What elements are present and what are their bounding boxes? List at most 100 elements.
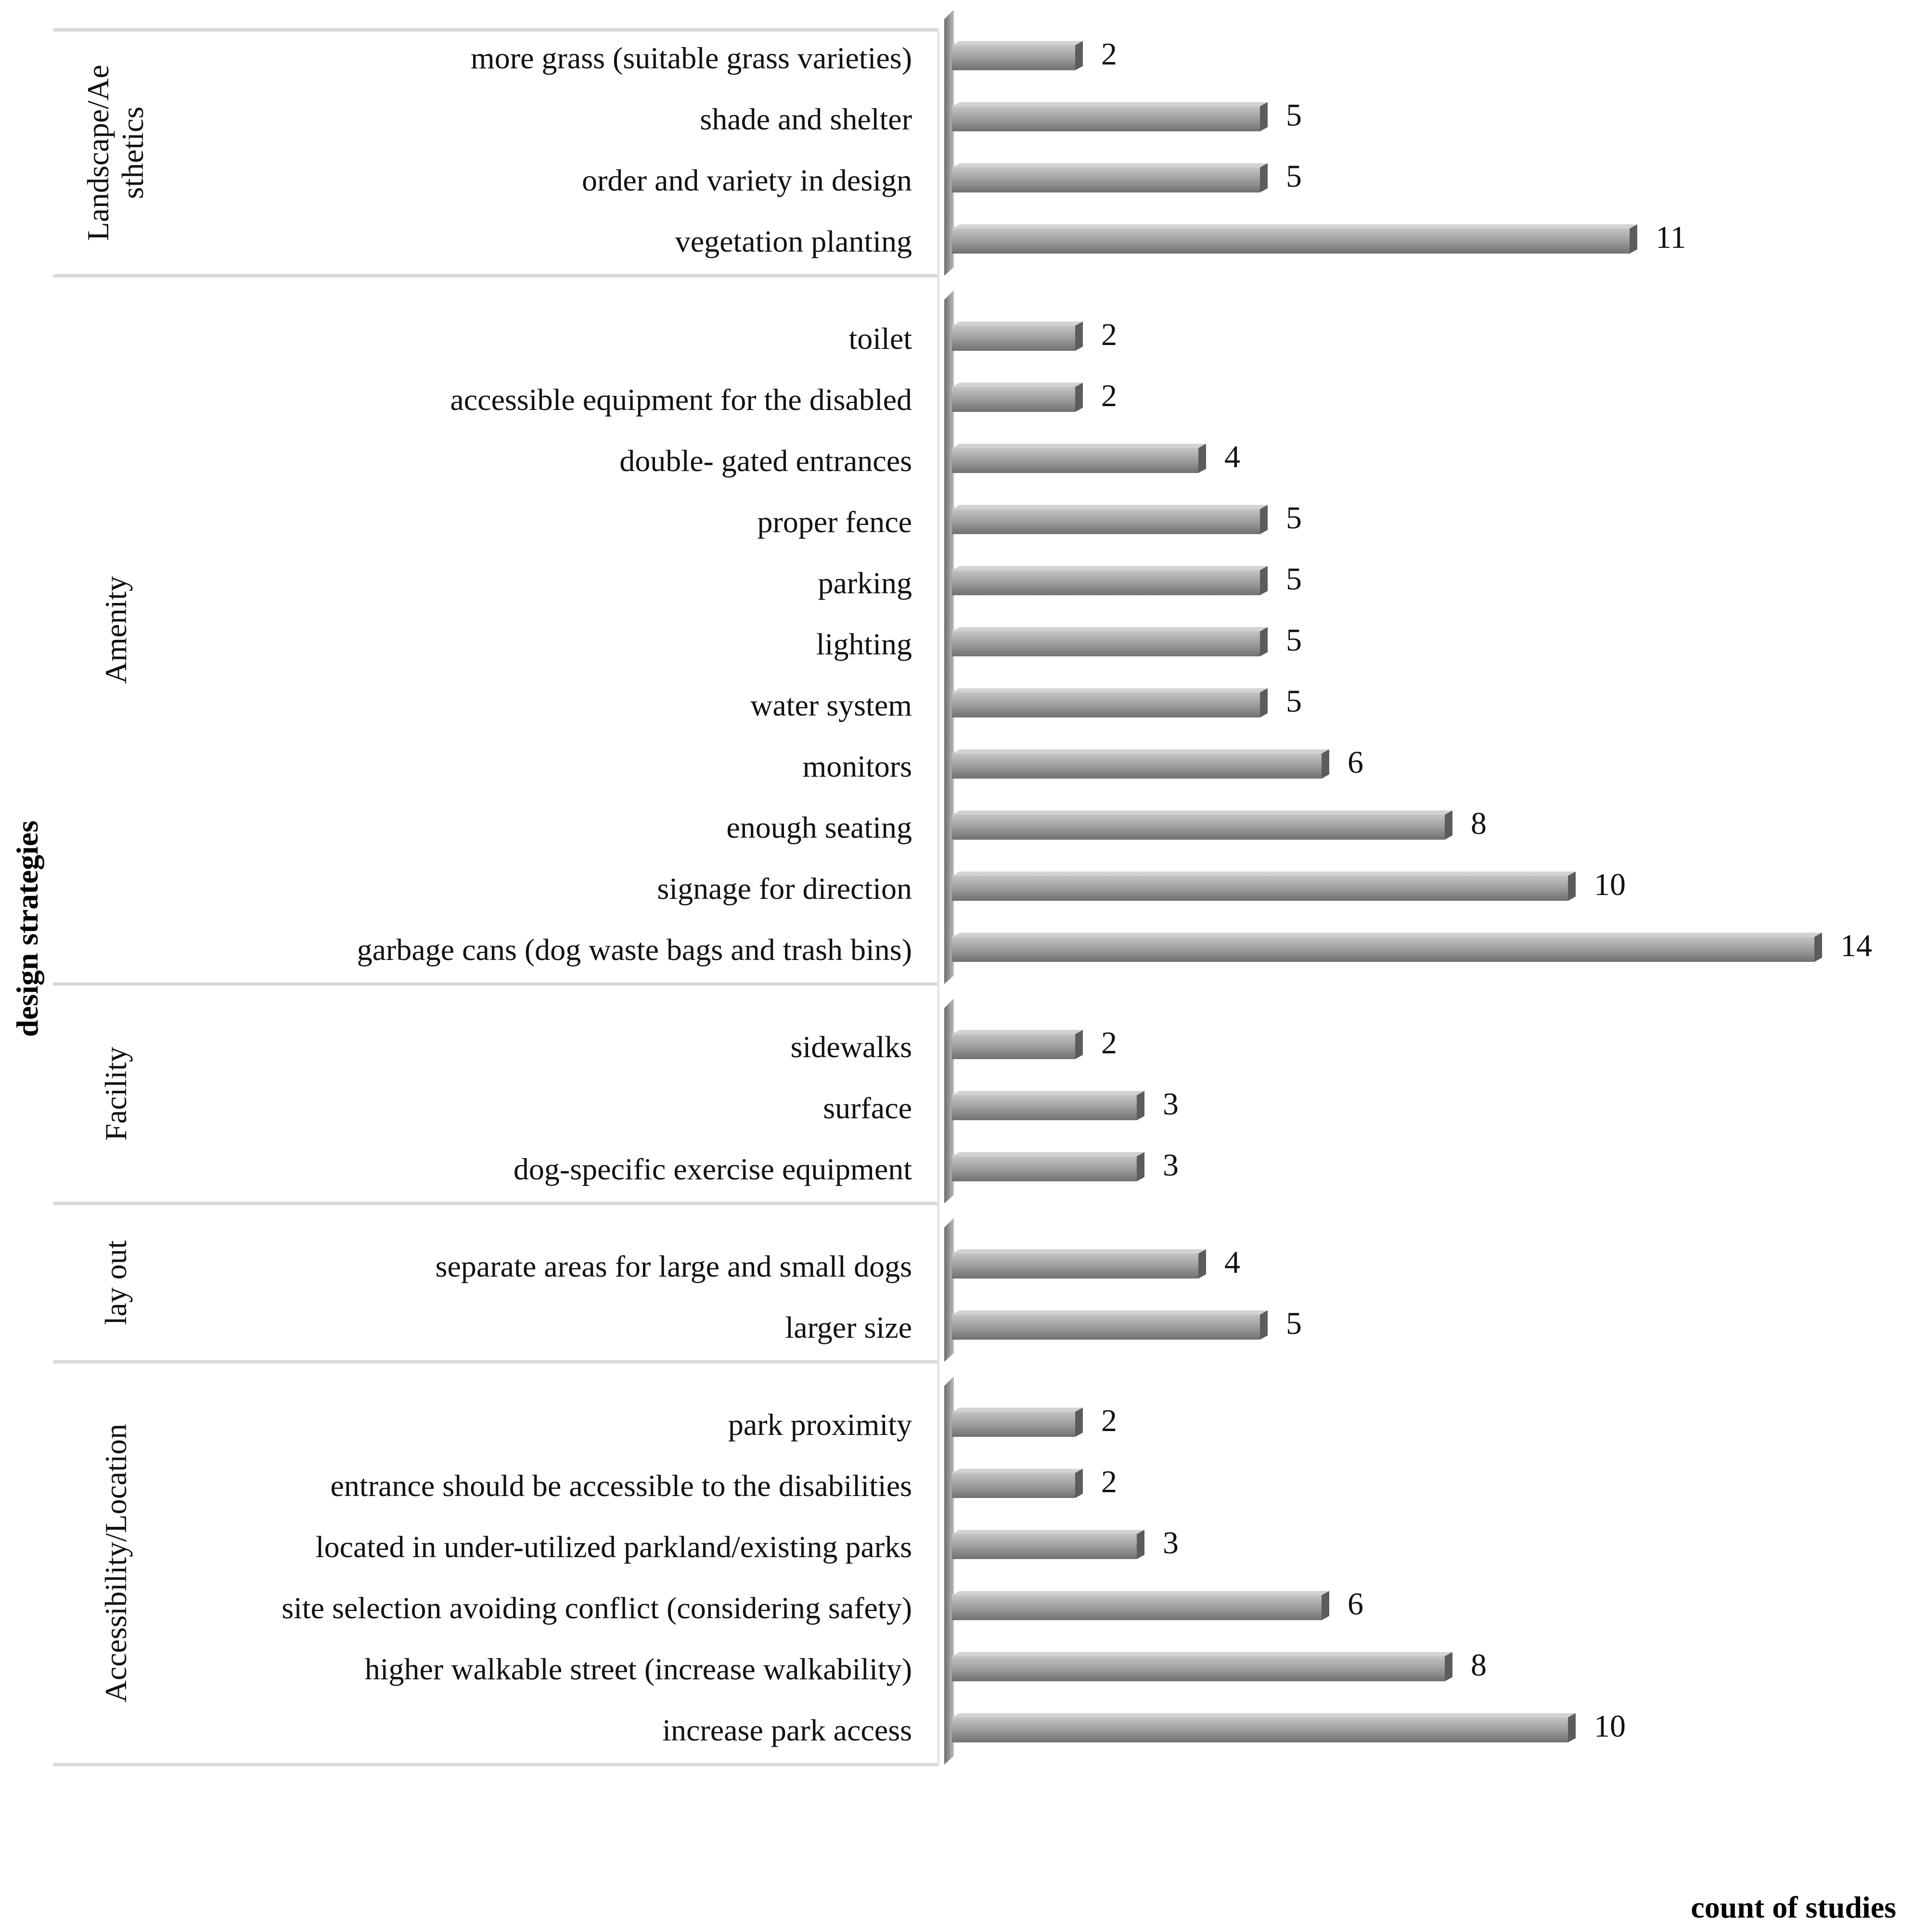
category-label: enough seating	[726, 810, 912, 844]
bar-end-face	[1445, 810, 1452, 840]
y-axis-title: design strategies	[10, 820, 44, 1037]
bar	[952, 448, 1198, 473]
category-label: order and variety in design	[582, 163, 912, 197]
value-label: 4	[1224, 1245, 1240, 1280]
bar-top-face	[952, 688, 1268, 692]
bar-top-face	[952, 871, 1576, 876]
category-label: site selection avoiding conflict (consid…	[282, 1591, 912, 1625]
category-label: located in under-utilized parkland/exist…	[316, 1530, 912, 1564]
category-label: surface	[823, 1091, 912, 1125]
bar	[952, 1034, 1075, 1059]
bar-end-face	[1568, 871, 1576, 901]
category-label: lighting	[816, 627, 912, 661]
value-label: 5	[1286, 684, 1302, 719]
bar-top-face	[952, 321, 1083, 326]
bar	[952, 1656, 1445, 1681]
axis-wall	[944, 10, 954, 1765]
category-label: dog-specific exercise equipment	[514, 1152, 912, 1186]
axis-wall-segment	[944, 998, 954, 1203]
bar	[952, 754, 1322, 779]
bar	[952, 326, 1075, 351]
category-label: double- gated entrances	[619, 444, 912, 478]
bar-top-face	[952, 566, 1268, 570]
category-label: more grass (suitable grass varieties)	[471, 41, 912, 75]
bar-end-face	[1445, 1652, 1452, 1681]
value-label: 10	[1594, 1709, 1626, 1744]
bar	[952, 1315, 1260, 1340]
category-label: parking	[818, 566, 912, 600]
bar-end-face	[1814, 933, 1822, 962]
bar	[952, 1534, 1137, 1559]
group-label-line: Amenity	[99, 576, 133, 684]
bar	[952, 1412, 1075, 1437]
bar-top-face	[952, 1030, 1083, 1034]
bar-end-face	[1568, 1713, 1576, 1742]
category-label: park proximity	[728, 1407, 912, 1442]
bar-top-face	[952, 1591, 1329, 1595]
bar	[952, 876, 1568, 901]
bar-top-face	[952, 1713, 1576, 1717]
bar-top-face	[952, 627, 1268, 631]
axis-wall-segment	[944, 10, 954, 276]
value-label: 2	[1101, 1464, 1117, 1499]
category-label: water system	[750, 688, 912, 722]
group-label: Landscape/Aesthetics	[81, 64, 150, 241]
value-label: 8	[1471, 1648, 1487, 1683]
bar-top-face	[952, 1530, 1144, 1534]
category-label: shade and shelter	[700, 102, 912, 136]
bar-end-face	[1137, 1152, 1144, 1181]
bar-end-face	[1260, 627, 1268, 656]
bar-top-face	[952, 1407, 1083, 1412]
bar-top-face	[952, 41, 1083, 45]
axis-wall-segment	[944, 290, 954, 984]
bar-end-face	[1260, 505, 1268, 534]
value-label: 11	[1656, 220, 1686, 255]
category-label: sidewalks	[791, 1030, 912, 1064]
bar-end-face	[1137, 1530, 1144, 1559]
bar-end-face	[1075, 1407, 1083, 1437]
bar-top-face	[952, 1310, 1268, 1315]
group-label: Facility	[99, 1047, 133, 1141]
bar-end-face	[1322, 1591, 1329, 1620]
bar-end-face	[1260, 566, 1268, 595]
bar-top-face	[952, 224, 1637, 229]
bar-top-face	[952, 163, 1268, 167]
bar-end-face	[1260, 163, 1268, 192]
bar-end-face	[1322, 749, 1329, 779]
bar-top-face	[952, 1652, 1452, 1656]
group-label-line: sthetics	[116, 107, 150, 199]
category-label: garbage cans (dog waste bags and trash b…	[357, 933, 912, 967]
bar	[952, 106, 1260, 131]
value-label: 6	[1348, 745, 1363, 780]
bar-end-face	[1198, 444, 1206, 473]
value-label: 5	[1286, 623, 1302, 658]
bar-end-face	[1075, 383, 1083, 412]
bar	[952, 45, 1075, 70]
bar	[952, 692, 1260, 717]
value-label: 10	[1594, 867, 1626, 902]
value-label: 5	[1286, 98, 1302, 133]
bar-top-face	[952, 1091, 1144, 1095]
bar-end-face	[1075, 321, 1083, 351]
bar-top-face	[952, 383, 1083, 387]
category-label: larger size	[785, 1310, 912, 1344]
bar	[952, 229, 1630, 254]
value-label: 5	[1286, 500, 1302, 536]
category-label: monitors	[802, 749, 912, 783]
value-label: 2	[1101, 317, 1117, 352]
bar	[952, 570, 1260, 595]
value-label: 14	[1840, 928, 1872, 963]
group-labels: Landscape/Aesthetics Amenity Facility lay o…	[81, 64, 150, 1702]
bar	[952, 1473, 1075, 1498]
category-label: separate areas for large and small dogs	[436, 1249, 912, 1283]
bar	[952, 167, 1260, 192]
value-label: 5	[1286, 159, 1302, 194]
group-label-line: Landscape/Ae	[81, 64, 115, 241]
category-label: toilet	[848, 321, 912, 356]
bar-top-face	[952, 1469, 1083, 1473]
bar-top-face	[952, 933, 1822, 937]
bar-top-face	[952, 749, 1329, 754]
group-label-line: Accessibility/Location	[99, 1424, 133, 1702]
bar	[952, 631, 1260, 656]
